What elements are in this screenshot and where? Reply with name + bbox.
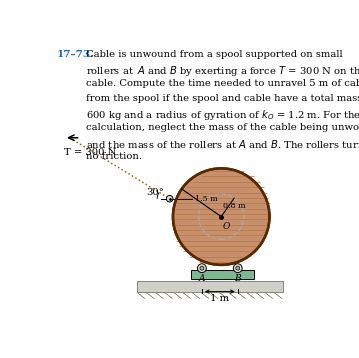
Text: B: B (234, 274, 241, 283)
Text: T = 300 N: T = 300 N (64, 148, 116, 157)
Circle shape (233, 264, 242, 272)
Text: 0.8 m: 0.8 m (223, 202, 245, 210)
Text: and the mass of the rollers at $A$ and $B$. The rollers turn with: and the mass of the rollers at $A$ and $… (86, 137, 359, 150)
Text: 1.5 m: 1.5 m (195, 195, 218, 203)
Circle shape (236, 266, 240, 270)
Circle shape (200, 266, 204, 270)
Text: cable. Compute the time needed to unravel 5 m of cable: cable. Compute the time needed to unrave… (86, 79, 359, 88)
Text: A: A (199, 274, 205, 283)
Text: Cable is unwound from a spool supported on small: Cable is unwound from a spool supported … (86, 50, 343, 59)
Text: no friction.: no friction. (86, 152, 142, 161)
Circle shape (197, 264, 206, 272)
Bar (137, 281, 283, 292)
Text: 600 kg and a radius of gyration of $k_O$ = 1.2 m. For the: 600 kg and a radius of gyration of $k_O$… (86, 108, 359, 122)
Text: 30°: 30° (146, 188, 164, 197)
Text: 1 m: 1 m (210, 294, 229, 303)
Bar (191, 270, 254, 279)
Text: 17–73.: 17–73. (57, 50, 95, 59)
Circle shape (166, 195, 173, 202)
Text: rollers at  $A$ and $B$ by exerting a force $T$ = 300 N on the: rollers at $A$ and $B$ by exerting a for… (86, 64, 359, 78)
Text: from the spool if the spool and cable have a total mass of: from the spool if the spool and cable ha… (86, 94, 359, 103)
Circle shape (173, 168, 270, 265)
Text: O: O (223, 222, 230, 231)
Text: calculation, neglect the mass of the cable being unwound: calculation, neglect the mass of the cab… (86, 123, 359, 132)
